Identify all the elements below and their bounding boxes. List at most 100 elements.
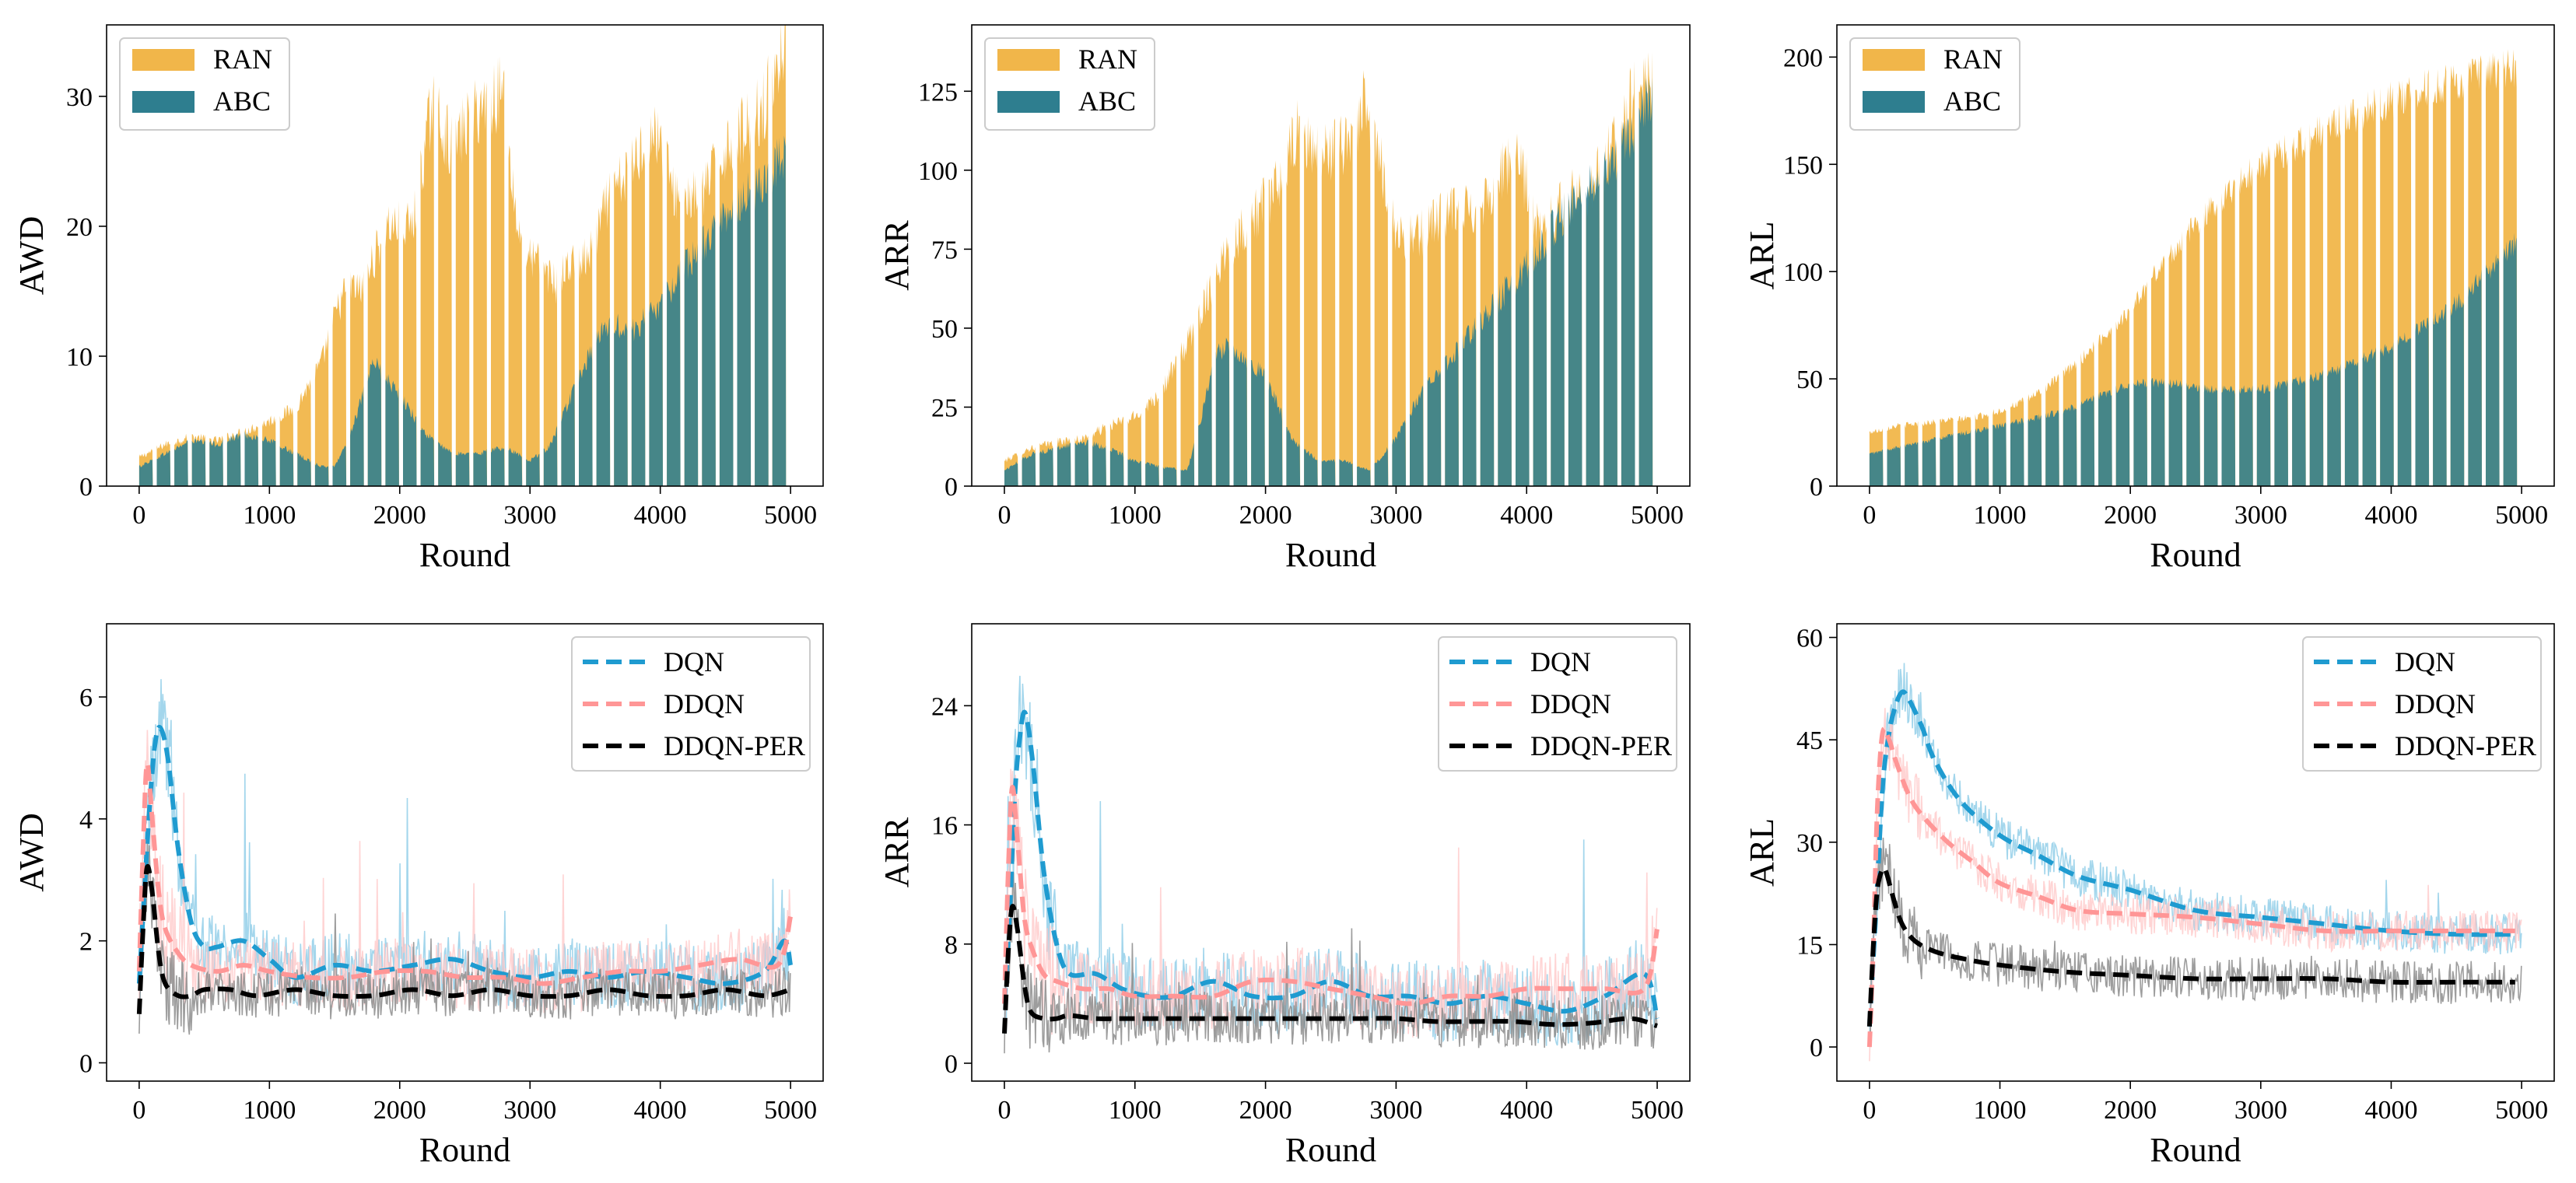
- bar-abc-15: [403, 396, 417, 486]
- y-tick-label: 0: [945, 473, 958, 502]
- bar-abc-20: [1357, 466, 1371, 486]
- legend: RAN ABC: [1849, 37, 2020, 131]
- bar-abc-6: [1975, 426, 1989, 486]
- bar-abc-22: [1392, 420, 1406, 486]
- chart-top-arl: 0 1000 2000 3000 4000 5000 0 50 100 150 200 Round AR…: [1743, 24, 2555, 574]
- bar-abc-18: [2186, 383, 2200, 486]
- raw-trace-ddqn: [138, 730, 791, 1013]
- legend-label-ddqn-per: DDQN-PER: [1530, 730, 1672, 761]
- legend-swatch-ran: [997, 49, 1060, 71]
- y-tick-label: 50: [1796, 366, 1823, 394]
- smoothed-line-ddqn-per: [136, 863, 791, 1014]
- legend-label-ddqn-per: DDQN-PER: [664, 730, 805, 761]
- bar-abc-23: [2274, 380, 2288, 486]
- bar-abc-21: [1374, 446, 1389, 486]
- bar-ran-11: [332, 278, 347, 486]
- y-tick-label: 0: [79, 1049, 93, 1078]
- y-tick-label: 8: [945, 931, 958, 960]
- bar-abc-17: [438, 442, 452, 486]
- bar-abc-14: [385, 374, 399, 486]
- axes-frame: [1836, 24, 2555, 487]
- bar-abc-13: [2098, 390, 2112, 486]
- chart-bot-awd: 0 1000 2000 3000 4000 5000 0 2 4 6 Round AWD DQN DDQN…: [12, 623, 824, 1169]
- bar-abc-15: [2133, 379, 2147, 486]
- bar-ran-20: [491, 56, 505, 486]
- bar-abc-35: [1621, 117, 1635, 486]
- legend: DQN DDQN DDQN-PER: [571, 636, 811, 772]
- bar-abc-8: [279, 446, 294, 486]
- x-axis-label: Round: [419, 1131, 510, 1169]
- x-tick-label: 4000: [634, 501, 687, 530]
- bar-abc-0: [138, 459, 153, 486]
- bar-abc-18: [455, 451, 470, 486]
- y-tick-label: 50: [931, 315, 958, 344]
- y-tick-label: 0: [945, 1050, 958, 1079]
- legend-label-abc: ABC: [1078, 86, 1136, 117]
- bar-abc-15: [1268, 381, 1283, 486]
- x-tick-label: 2000: [2104, 501, 2157, 530]
- x-tick-label: 4000: [1500, 501, 1553, 530]
- legend-label-dqn: DQN: [664, 646, 724, 677]
- bar-abc-30: [667, 260, 681, 486]
- legend-label-ddqn-per: DDQN-PER: [2395, 730, 2536, 761]
- y-tick-label: 30: [66, 83, 93, 112]
- plot-area: [1002, 675, 1660, 1054]
- bar-abc-28: [2362, 347, 2377, 486]
- x-tick-label: 3000: [503, 501, 556, 530]
- bar-ran-22: [526, 238, 540, 486]
- bar-abc-14: [2115, 383, 2130, 486]
- x-tick-label: 1000: [1109, 1096, 1162, 1125]
- bar-abc-7: [1992, 422, 2006, 486]
- legend-box: [1438, 636, 1677, 772]
- smoothed-line-ddqn-per: [1002, 904, 1658, 1034]
- bar-abc-18: [1321, 459, 1336, 486]
- legend-label-dqn: DQN: [1530, 646, 1591, 677]
- bar-abc-5: [1092, 441, 1106, 486]
- bar-abc-10: [2045, 410, 2059, 486]
- chart-bot-arr: 0 1000 2000 3000 4000 5000 0 8 16 24 Round ARR DQN DD…: [878, 623, 1691, 1169]
- axes-frame: [971, 623, 1691, 1082]
- bar-abc-34: [2468, 269, 2482, 486]
- y-tick-label: 6: [79, 684, 93, 712]
- y-tick-label: 16: [931, 812, 958, 841]
- legend-label-ran: RAN: [213, 44, 272, 75]
- axes-frame: [971, 24, 1691, 487]
- bar-abc-19: [2203, 384, 2218, 486]
- legend-box: [571, 636, 811, 772]
- y-tick-label: 24: [931, 692, 958, 721]
- x-tick-label: 5000: [1631, 1096, 1684, 1125]
- bar-abc-33: [719, 198, 734, 486]
- bar-abc-3: [1922, 436, 1936, 486]
- bar-abc-5: [1957, 429, 1971, 486]
- bar-abc-19: [1339, 459, 1353, 486]
- bar-abc-34: [1603, 138, 1617, 486]
- smoothed-line-ddqn: [1002, 785, 1660, 1006]
- bar-abc-21: [2239, 385, 2253, 486]
- bar-abc-4: [1074, 439, 1089, 486]
- x-tick-label: 5000: [2495, 501, 2548, 530]
- y-axis-label: AWD: [12, 813, 51, 892]
- bar-abc-29: [1516, 249, 1530, 486]
- legend-label-ran: RAN: [1943, 44, 2003, 75]
- bar-abc-19: [473, 449, 487, 486]
- bar-abc-9: [1162, 466, 1177, 486]
- x-tick-label: 5000: [2495, 1096, 2548, 1125]
- y-axis-label: ARR: [878, 220, 916, 291]
- bar-abc-16: [420, 427, 435, 486]
- bar-abc-11: [2063, 404, 2077, 486]
- bar-ran-10: [1180, 323, 1195, 486]
- x-tick-label: 0: [997, 501, 1011, 530]
- bar-abc-36: [772, 135, 787, 486]
- bar-abc-5: [226, 432, 241, 486]
- bar-abc-1: [1887, 445, 1901, 486]
- bar-abc-36: [1638, 78, 1653, 486]
- legend-label-ddqn: DDQN: [664, 688, 745, 719]
- bar-ran-21: [508, 145, 523, 486]
- bar-abc-2: [1039, 447, 1053, 486]
- axes-frame: [1836, 623, 2555, 1082]
- x-tick-label: 0: [132, 1096, 145, 1125]
- bar-abc-16: [2151, 378, 2165, 486]
- legend-label-ddqn: DDQN: [2395, 688, 2476, 719]
- bar-abc-20: [2221, 385, 2236, 486]
- bar-abc-4: [209, 439, 223, 486]
